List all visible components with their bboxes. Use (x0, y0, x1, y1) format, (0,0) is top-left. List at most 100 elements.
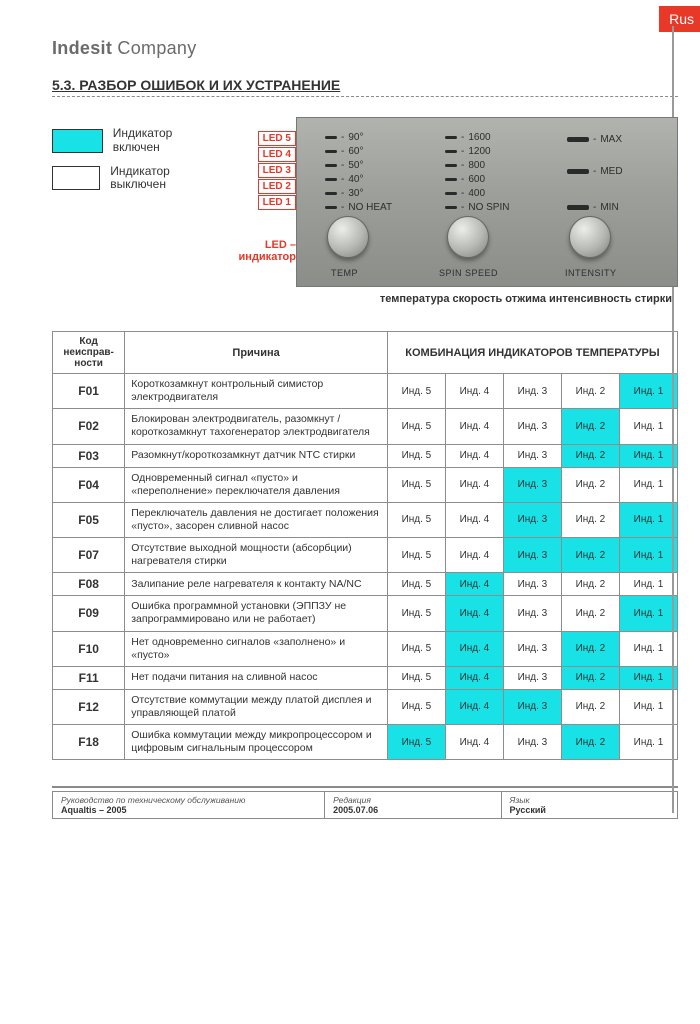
cell-cause: Залипание реле нагревателя к контакту NA… (125, 573, 388, 596)
cell-indicator: Инд. 2 (561, 467, 619, 502)
legend-off-label: Индикатор выключен (110, 165, 220, 193)
cell-indicator: Инд. 5 (387, 502, 445, 537)
cell-indicator: Инд. 5 (387, 573, 445, 596)
cell-cause: Одновременный сигнал «пусто» и «переполн… (125, 467, 388, 502)
cell-indicator: Инд. 5 (387, 725, 445, 760)
cell-code: F02 (53, 409, 125, 444)
legend-on: Индикатор включен (52, 127, 220, 155)
table-row: F05Переключатель давления не достигает п… (53, 502, 678, 537)
table-row: F11Нет подачи питания на сливной насосИн… (53, 666, 678, 689)
cell-indicator: Инд. 1 (619, 538, 677, 573)
footer-edition-value: 2005.07.06 (333, 805, 492, 815)
cell-indicator: Инд. 3 (503, 596, 561, 631)
cell-indicator: Инд. 3 (503, 573, 561, 596)
cell-indicator: Инд. 4 (445, 467, 503, 502)
cell-code: F08 (53, 573, 125, 596)
cell-indicator: Инд. 5 (387, 666, 445, 689)
cell-indicator: Инд. 2 (561, 725, 619, 760)
cell-indicator: Инд. 2 (561, 573, 619, 596)
cell-cause: Нет одновременно сигналов «заполнено» и … (125, 631, 388, 666)
led-5: LED 5 (258, 131, 296, 146)
knob-temp-label: TEMP (331, 268, 358, 278)
cell-code: F18 (53, 725, 125, 760)
cell-indicator: Инд. 2 (561, 374, 619, 409)
cell-cause: Блокирован электродвигатель, разомкнут /… (125, 409, 388, 444)
led-3: LED 3 (258, 163, 296, 178)
cell-indicator: Инд. 1 (619, 666, 677, 689)
cell-indicator: Инд. 3 (503, 409, 561, 444)
cell-cause: Разомкнут/короткозамкнут датчик NTC стир… (125, 444, 388, 467)
cell-indicator: Инд. 4 (445, 374, 503, 409)
cell-cause: Ошибка программной установки (ЭППЗУ не з… (125, 596, 388, 631)
table-row: F03Разомкнут/короткозамкнут датчик NTC с… (53, 444, 678, 467)
company-name: Indesit Company (52, 38, 678, 59)
knob-temp (327, 216, 369, 258)
cell-indicator: Инд. 5 (387, 631, 445, 666)
cell-cause: Отсутствие выходной мощности (абсорбции)… (125, 538, 388, 573)
legend-on-label: Индикатор включен (113, 127, 220, 155)
cell-code: F12 (53, 689, 125, 724)
error-table: Код неисправ- ности Причина КОМБИНАЦИЯ И… (52, 331, 678, 760)
cell-indicator: Инд. 3 (503, 502, 561, 537)
cell-code: F07 (53, 538, 125, 573)
table-row: F01Короткозамкнут контрольный симистор э… (53, 374, 678, 409)
cell-code: F09 (53, 596, 125, 631)
footer-lang-value: Русский (510, 805, 669, 815)
cell-code: F05 (53, 502, 125, 537)
table-row: F18Ошибка коммутации между микропроцессо… (53, 725, 678, 760)
table-row: F04Одновременный сигнал «пусто» и «переп… (53, 467, 678, 502)
cell-indicator: Инд. 2 (561, 409, 619, 444)
knob-spin (447, 216, 489, 258)
cell-indicator: Инд. 3 (503, 374, 561, 409)
footer-manual-label: Руководство по техническому обслуживанию (61, 795, 316, 805)
cell-indicator: Инд. 5 (387, 409, 445, 444)
cell-cause: Отсутствие коммутации между платой диспл… (125, 689, 388, 724)
cell-code: F10 (53, 631, 125, 666)
cell-indicator: Инд. 4 (445, 631, 503, 666)
cell-cause: Переключатель давления не достигает поло… (125, 502, 388, 537)
th-combo: КОМБИНАЦИЯ ИНДИКАТОРОВ ТЕМПЕРАТУРЫ (387, 332, 677, 374)
cell-indicator: Инд. 1 (619, 689, 677, 724)
cell-indicator: Инд. 3 (503, 631, 561, 666)
footer-manual-value: Aqualtis – 2005 (61, 805, 316, 815)
cell-indicator: Инд. 5 (387, 538, 445, 573)
cell-cause: Ошибка коммутации между микропроцессором… (125, 725, 388, 760)
cell-indicator: Инд. 3 (503, 666, 561, 689)
cell-indicator: Инд. 1 (619, 596, 677, 631)
knob-intensity-label: INTENSITY (565, 268, 617, 278)
cell-indicator: Инд. 4 (445, 596, 503, 631)
table-row: F12Отсутствие коммутации между платой ди… (53, 689, 678, 724)
led-labels: LED 5 LED 4 LED 3 LED 2 LED 1 LED – инди… (236, 117, 296, 305)
knob-spin-label: SPIN SPEED (439, 268, 498, 278)
cell-indicator: Инд. 5 (387, 444, 445, 467)
table-row: F10Нет одновременно сигналов «заполнено»… (53, 631, 678, 666)
cell-indicator: Инд. 1 (619, 444, 677, 467)
th-code: Код неисправ- ности (53, 332, 125, 374)
legend-off: Индикатор выключен (52, 165, 220, 193)
cell-indicator: Инд. 3 (503, 538, 561, 573)
cell-indicator: Инд. 1 (619, 502, 677, 537)
cell-code: F03 (53, 444, 125, 467)
cell-code: F01 (53, 374, 125, 409)
cell-indicator: Инд. 4 (445, 689, 503, 724)
cell-indicator: Инд. 1 (619, 573, 677, 596)
footer-lang-label: Язык (510, 795, 669, 805)
footer: Руководство по техническому обслуживанию… (52, 791, 678, 819)
cell-indicator: Инд. 2 (561, 538, 619, 573)
cell-indicator: Инд. 3 (503, 444, 561, 467)
footer-rule (52, 786, 678, 788)
cell-indicator: Инд. 1 (619, 631, 677, 666)
cell-indicator: Инд. 4 (445, 502, 503, 537)
cell-indicator: Инд. 2 (561, 689, 619, 724)
cell-indicator: Инд. 4 (445, 573, 503, 596)
th-cause: Причина (125, 332, 388, 374)
led-4: LED 4 (258, 147, 296, 162)
table-row: F02Блокирован электродвигатель, разомкну… (53, 409, 678, 444)
cell-indicator: Инд. 4 (445, 666, 503, 689)
cell-indicator: Инд. 4 (445, 725, 503, 760)
cell-cause: Короткозамкнут контрольный симистор элек… (125, 374, 388, 409)
led-caption: LED – индикатор (236, 239, 296, 263)
table-row: F08Залипание реле нагревателя к контакту… (53, 573, 678, 596)
cell-indicator: Инд. 5 (387, 374, 445, 409)
cell-indicator: Инд. 2 (561, 631, 619, 666)
